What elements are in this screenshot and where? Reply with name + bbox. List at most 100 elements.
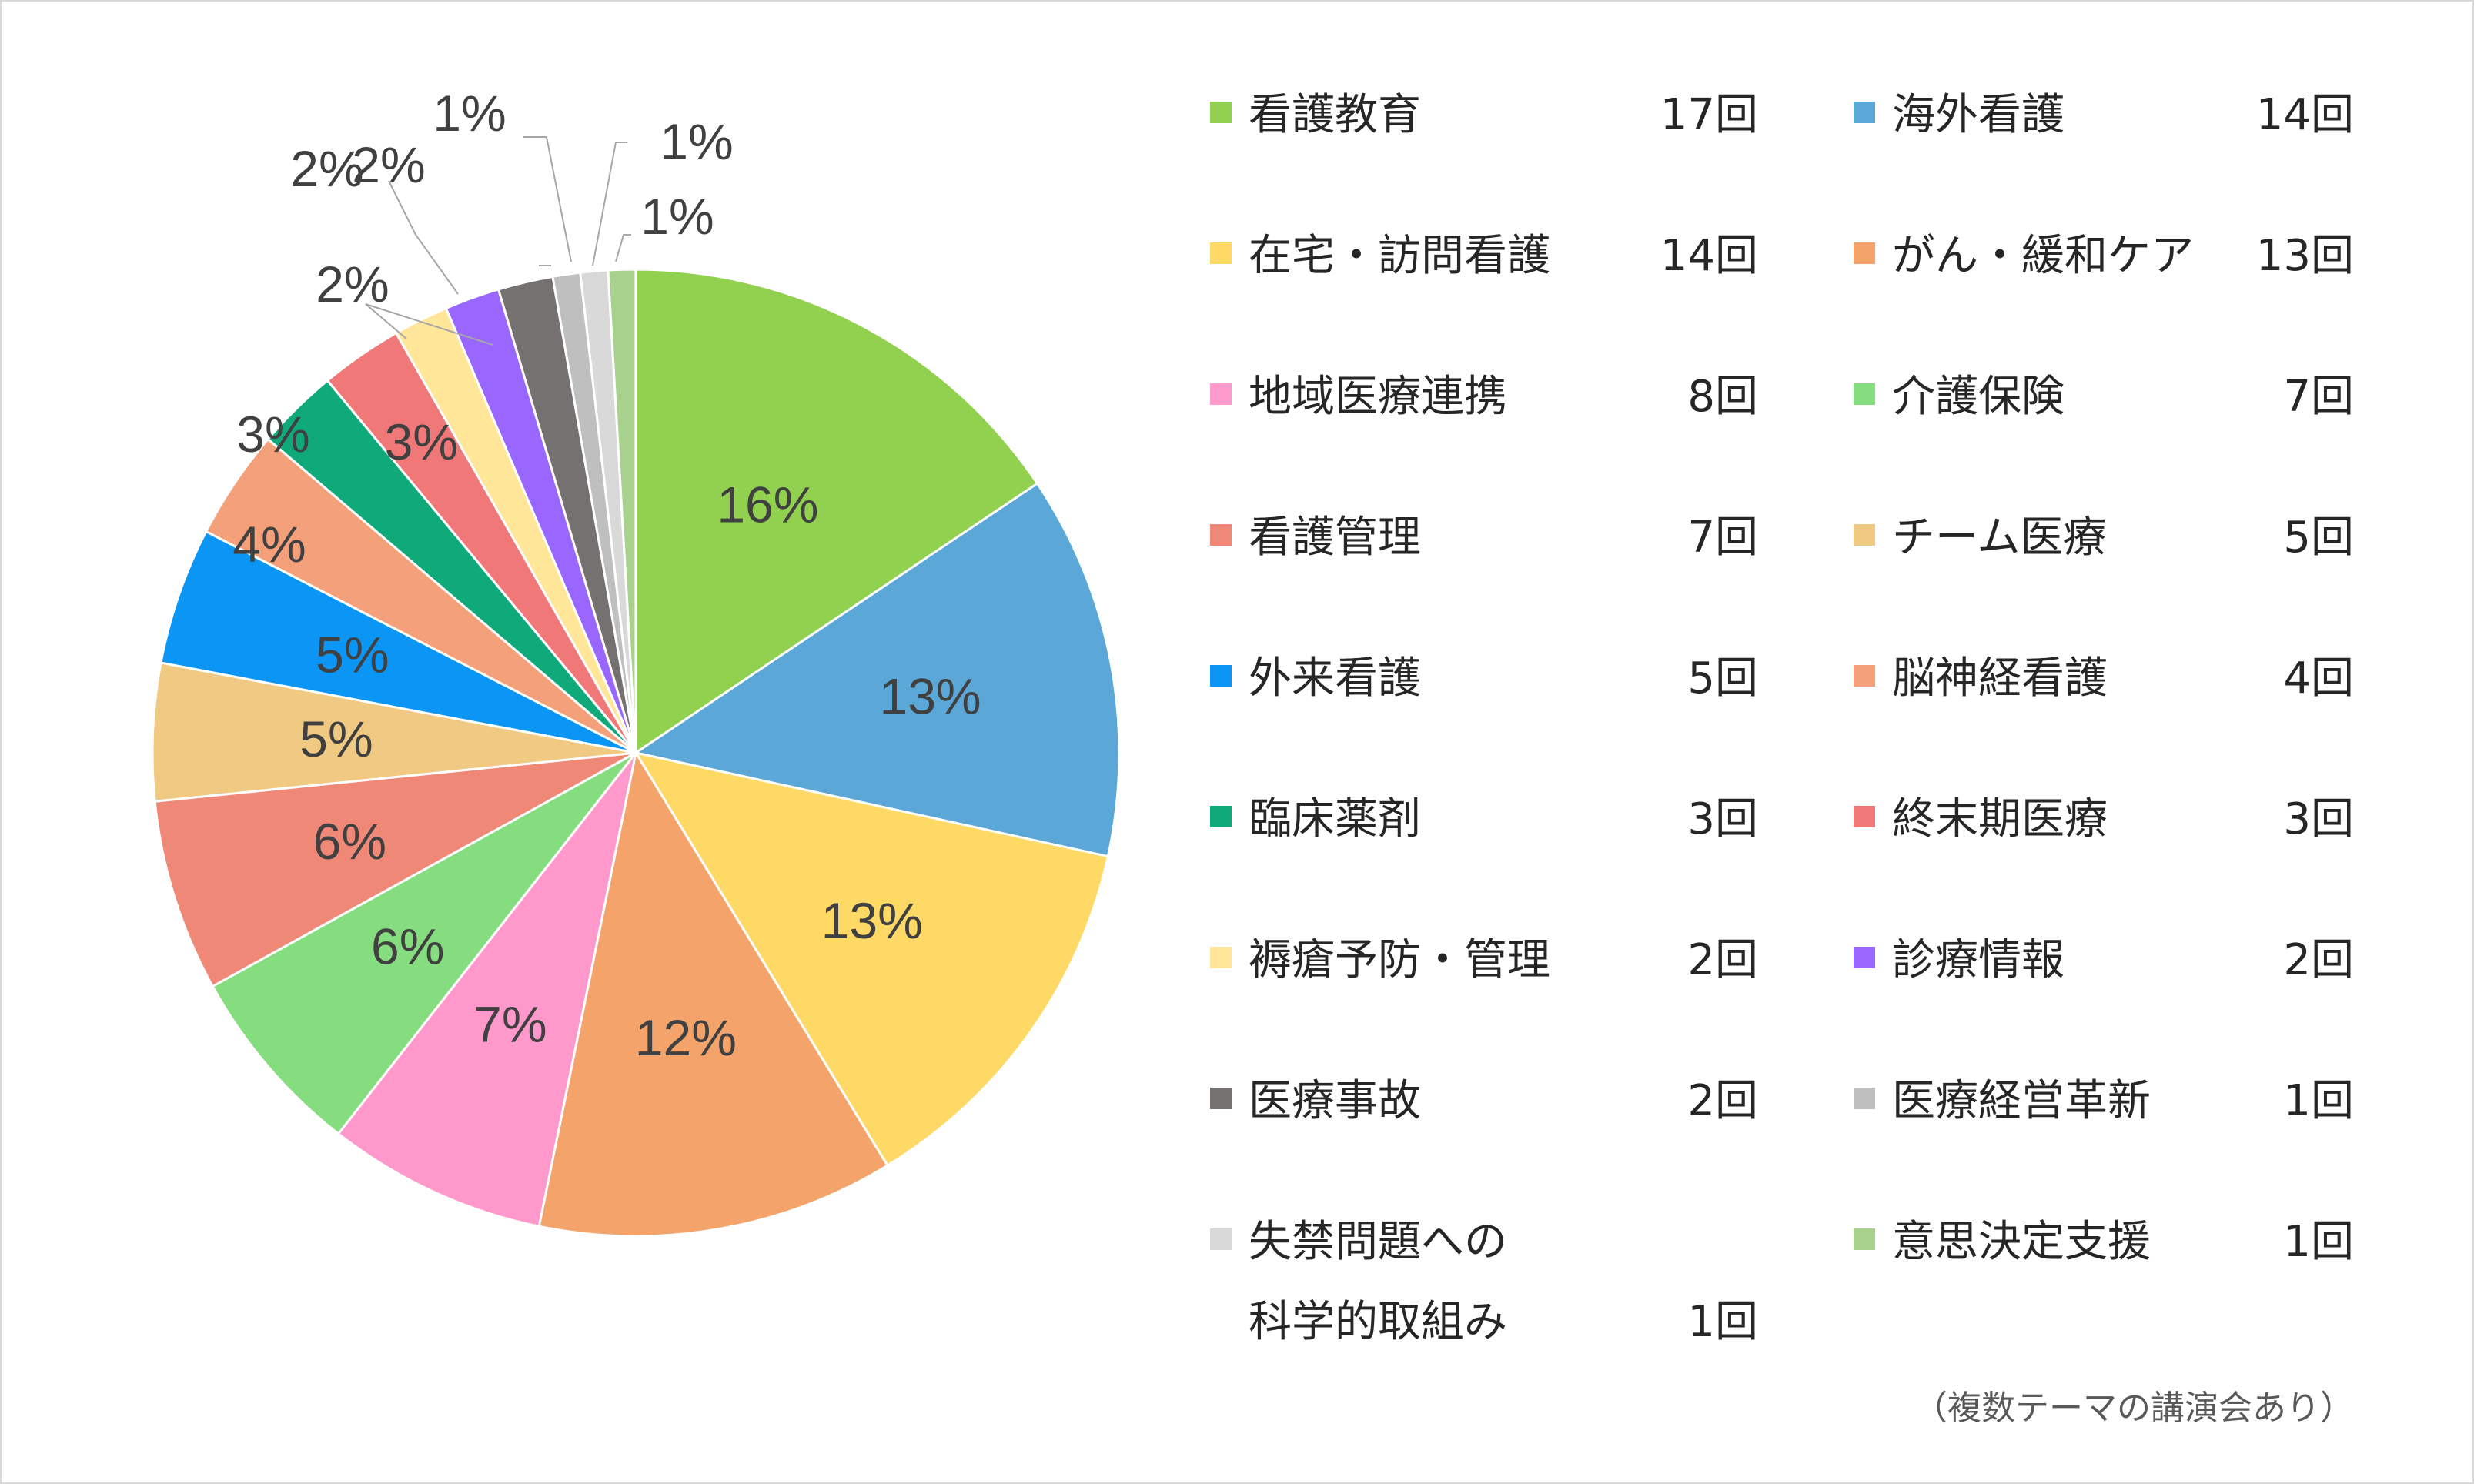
legend-swatch-14 [1210,1088,1232,1109]
legend-label-10: 臨床薬剤 [1249,794,1421,844]
legend-swatch-17 [1854,1228,1875,1250]
legend-swatch-16 [1210,1228,1232,1250]
legend-item-11: 終末期医療 3回 [1854,794,2354,844]
legend-item-3: がん・緩和ケア 13回 [1854,231,2354,281]
legend-count-14: 2回 [1687,1076,1758,1126]
percent-label-12: 2% [316,256,389,313]
percent-label-1: 13% [879,667,981,724]
legend-swatch-0 [1210,102,1232,123]
percent-label-17: 1% [640,188,714,245]
legend-count-2: 14回 [1660,231,1758,281]
percent-label-0: 16% [717,476,818,533]
pie-slice-7 [151,661,637,803]
pie-slice-4 [336,752,637,1228]
legend-swatch-3 [1854,242,1875,264]
legend-label-16-line1: 科学的取組み [1249,1297,1507,1347]
legend-swatch-6 [1210,524,1232,546]
pie-slices [151,268,1121,1238]
legend-label-13: 診療情報 [1892,935,2064,985]
legend-count-6: 7回 [1687,513,1758,563]
legend-item-8: 外来看護 5回 [1210,653,1758,704]
legend-count-5: 7回 [2283,372,2354,422]
legend-count-12: 2回 [1687,935,1758,985]
legend-item-9: 脳神経看護 4回 [1854,653,2354,704]
legend-count-9: 4回 [2283,653,2354,704]
legend-swatch-13 [1854,947,1875,968]
legend-item-0: 看護教育 17回 [1210,90,1758,140]
legend-swatch-2 [1210,242,1232,264]
legend-label-14: 医療事故 [1249,1076,1421,1126]
pie-slice-5 [211,751,637,1136]
legend-swatch-9 [1854,665,1875,687]
percent-label-10: 3% [236,406,309,463]
legend-item-15: 医療経営革新 1回 [1854,1076,2354,1126]
pie-slice-6 [153,751,637,988]
legend-swatch-5 [1854,383,1875,405]
pie-slice-8 [159,530,637,754]
leader-line-16 [592,142,627,266]
legend-label-6: 看護管理 [1249,513,1421,563]
legend-count-4: 8回 [1687,372,1758,422]
legend-label-4: 地域医療連携 [1249,372,1507,422]
legend-item-1: 海外看護 14回 [1854,90,2354,140]
percent-label-9: 4% [232,516,306,573]
percent-label-5: 6% [371,918,444,975]
percent-labels: 16%13%13%12%7%6%6%5%5%4%3% 3%2%2%2%1% 1%1% [232,85,981,1066]
legend-swatch-8 [1210,665,1232,687]
pie-slice-2 [633,750,1110,1168]
leader-lines [365,136,631,346]
legend-label-9: 脳神経看護 [1892,653,2108,704]
legend-item-17: 意思決定支援 1回 [1854,1217,2354,1267]
legend-count-3: 13回 [2256,231,2354,281]
legend-swatch-12 [1210,947,1232,968]
legend-count-16: 1回 [1687,1297,1758,1347]
percent-label-2: 13% [821,892,923,949]
legend-count-15: 1回 [2283,1076,2354,1126]
legend-swatch-4 [1210,383,1232,405]
legend-swatch-15 [1854,1088,1875,1109]
percent-label-4: 7% [473,996,547,1053]
legend-count-1: 14回 [2256,90,2354,140]
percent-label-13: 2% [352,136,425,193]
legend-count-10: 3回 [1687,794,1758,844]
percent-label-7: 5% [299,710,373,767]
pie-slice-17 [607,268,637,754]
leader-line-12 [365,303,493,346]
percent-label-6: 6% [313,813,386,870]
footnote: （複数テーマの講演会あり） [1914,1389,2354,1428]
legend-label-3: がん・緩和ケア [1892,231,2194,281]
legend-count-17: 1回 [2283,1217,2354,1267]
legend-item-6: 看護管理 7回 [1210,513,1758,563]
legend-swatch-10 [1210,806,1232,827]
legend-label-15: 医療経営革新 [1892,1076,2151,1126]
legend-label-8: 外来看護 [1249,653,1421,704]
leader-line-13 [388,180,459,295]
legend-item-12: 褥瘡予防・管理 2回 [1210,935,1758,985]
legend-item-2: 在宅・訪問看護 14回 [1210,231,1758,281]
legend-count-13: 2回 [2283,935,2354,985]
percent-label-16: 1% [660,113,733,170]
legend-count-11: 3回 [2283,794,2354,844]
legend-item-4: 地域医療連携 8回 [1210,372,1758,422]
legend-item-13: 診療情報 2回 [1854,935,2354,985]
pie-slice-3 [537,749,890,1238]
legend-label-16-line0: 失禁問題への [1249,1217,1507,1267]
legend-item-14: 医療事故 2回 [1210,1076,1758,1126]
legend-swatch-7 [1854,524,1875,546]
percent-label-11: 3% [385,413,458,470]
legend-count-0: 17回 [1660,90,1758,140]
percent-label-3: 12% [635,1009,737,1066]
leader-line-15 [523,136,572,262]
legend-item-5: 介護保険 7回 [1854,372,2354,422]
legend-label-17: 意思決定支援 [1892,1217,2151,1267]
pie-slice-1 [633,482,1121,858]
legend-count-7: 5回 [2283,513,2354,563]
legend-label-7: チーム医療 [1892,513,2106,563]
percent-label-14: 2% [290,140,363,197]
leader-line-17 [615,234,631,262]
percent-label-8: 5% [316,626,389,683]
percent-label-15: 1% [433,85,506,142]
